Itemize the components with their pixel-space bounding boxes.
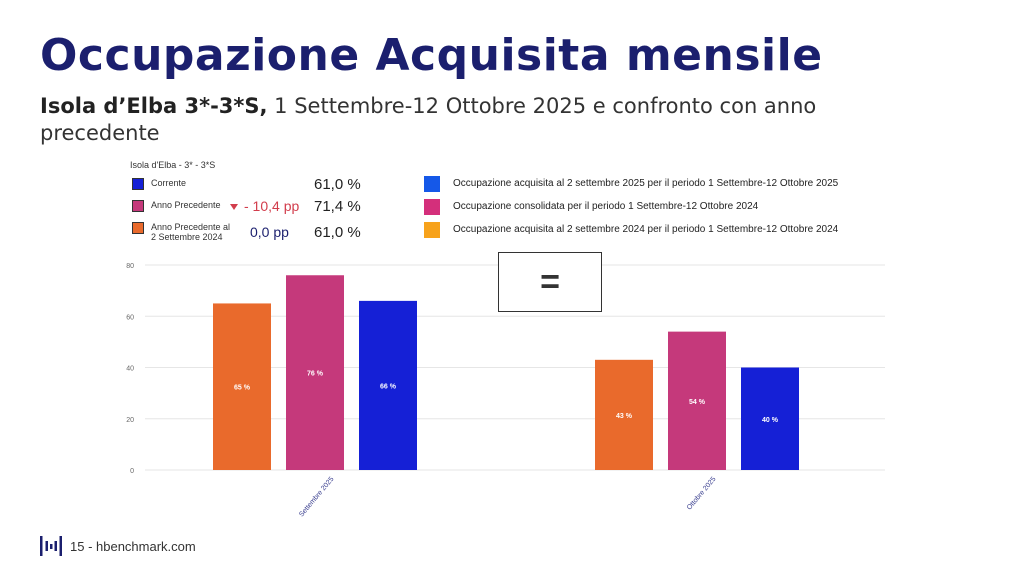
y-tick-label: 20 (126, 417, 134, 424)
bar (359, 300, 417, 470)
y-tick-label: 40 (126, 366, 134, 373)
bar-value-label: 76 % (307, 371, 324, 378)
kpi-value-anno-precedente-2-settembre: 61,0 % (314, 224, 361, 241)
series-legend-label: Occupazione acquisita al 2 settembre 202… (453, 224, 839, 235)
subtitle-location: Isola d’Elba 3*-3*S, (40, 94, 268, 118)
bar (668, 331, 726, 470)
bar-value-label: 54 % (689, 399, 706, 406)
y-tick-label: 0 (130, 468, 134, 475)
series-legend-label: Occupazione consolidata per il periodo 1… (453, 201, 759, 212)
kpi-delta-anno-precedente-2-settembre: 0,0 pp (250, 224, 289, 240)
bar-value-label: 40 % (762, 417, 779, 424)
bar (741, 367, 799, 470)
series-legend-item: Occupazione consolidata per il periodo 1… (424, 198, 874, 221)
subtitle-period: 1 Settembre-12 Ottobre 2025 e confronto … (40, 94, 817, 145)
y-tick-label: 60 (126, 314, 134, 321)
bar (213, 303, 271, 470)
x-tick-label: Ottobre 2025 (686, 476, 718, 512)
series-legend-item: Occupazione acquisita al 2 settembre 202… (424, 175, 874, 198)
kpi-label-corrente: Corrente (151, 178, 187, 188)
hbenchmark-logo-icon (40, 536, 62, 556)
kpi-label-anno-precedente-2-settembre: Anno Precedente al 2 Settembre 2024 (151, 222, 231, 242)
kpi-value-anno-precedente: 71,4 % (314, 198, 361, 215)
kpi-row-anno-precedente-2-settembre: Anno Precedente al 2 Settembre 2024 0,0 p… (130, 220, 380, 242)
kpi-swatch-corrente (132, 178, 144, 190)
kpi-row-corrente: Corrente 61,0 % (130, 176, 380, 198)
page-subtitle: Isola d’Elba 3*-3*S, 1 Settembre-12 Otto… (40, 93, 940, 147)
bar-value-label: 66 % (380, 383, 397, 390)
kpi-value-corrente: 61,0 % (314, 176, 361, 193)
series-legend-item: Occupazione acquisita al 2 settembre 202… (424, 221, 874, 244)
series-swatch (424, 176, 440, 192)
series-legend-label: Occupazione acquisita al 2 settembre 202… (453, 178, 839, 189)
equals-box: = (498, 252, 602, 312)
bar (595, 359, 653, 470)
series-swatch (424, 199, 440, 215)
page-title: Occupazione Acquisita mensile (40, 30, 823, 81)
kpi-label-anno-precedente: Anno Precedente (151, 200, 221, 210)
kpi-swatch-anno-precedente-2-settembre (132, 222, 144, 234)
kpi-legend-title: Isola d'Elba - 3* - 3*S (130, 160, 216, 170)
bar (286, 275, 344, 470)
y-tick-label: 80 (126, 263, 134, 270)
down-arrow-icon (230, 204, 238, 211)
x-tick-label: Settembre 2025 (298, 476, 335, 519)
footer: 15 - hbenchmark.com (40, 536, 196, 556)
series-legend: Occupazione acquisita al 2 settembre 202… (424, 175, 874, 244)
kpi-swatch-anno-precedente (132, 200, 144, 212)
bar-value-label: 43 % (616, 413, 633, 420)
kpi-legend: Isola d'Elba - 3* - 3*S Corrente 61,0 % … (130, 160, 380, 242)
footer-text: 15 - hbenchmark.com (70, 538, 196, 554)
bar-value-label: 65 % (234, 385, 251, 392)
series-swatch (424, 222, 440, 238)
kpi-row-anno-precedente: Anno Precedente - 10,4 pp 71,4 % (130, 198, 380, 220)
kpi-delta-anno-precedente: - 10,4 pp (230, 198, 299, 214)
